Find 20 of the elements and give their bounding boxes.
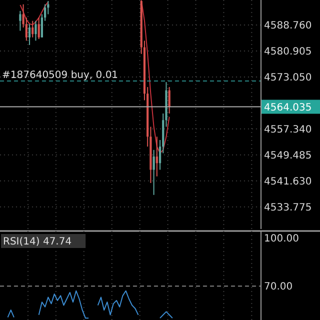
candlestick	[28, 24, 31, 46]
y-tick-label: 70.00	[264, 282, 293, 293]
candlestick	[34, 20, 37, 42]
candlestick	[19, 10, 22, 32]
candlestick	[38, 17, 40, 40]
chart-title: RSI(14) 47.74	[3, 236, 72, 248]
y-tick-label: 4588.760	[264, 20, 312, 32]
y-tick-label: 100.00	[264, 234, 299, 245]
y-tick-label: 4541.630	[264, 176, 312, 188]
candlestick	[152, 149, 155, 196]
ref-line-label: 4564.035	[264, 102, 312, 114]
y-tick-label: 4549.485	[264, 150, 312, 162]
ref-line-label: #187640509 buy, 0.01	[2, 70, 118, 81]
candlestick	[32, 20, 34, 38]
y-tick-label: 4533.775	[264, 202, 312, 214]
candlestick	[156, 136, 158, 177]
y-tick-label: 4557.340	[264, 124, 312, 136]
y-tick-label: 4580.905	[264, 46, 312, 58]
candlestick	[168, 86, 170, 114]
y-tick-label: 4573.050	[264, 72, 312, 84]
